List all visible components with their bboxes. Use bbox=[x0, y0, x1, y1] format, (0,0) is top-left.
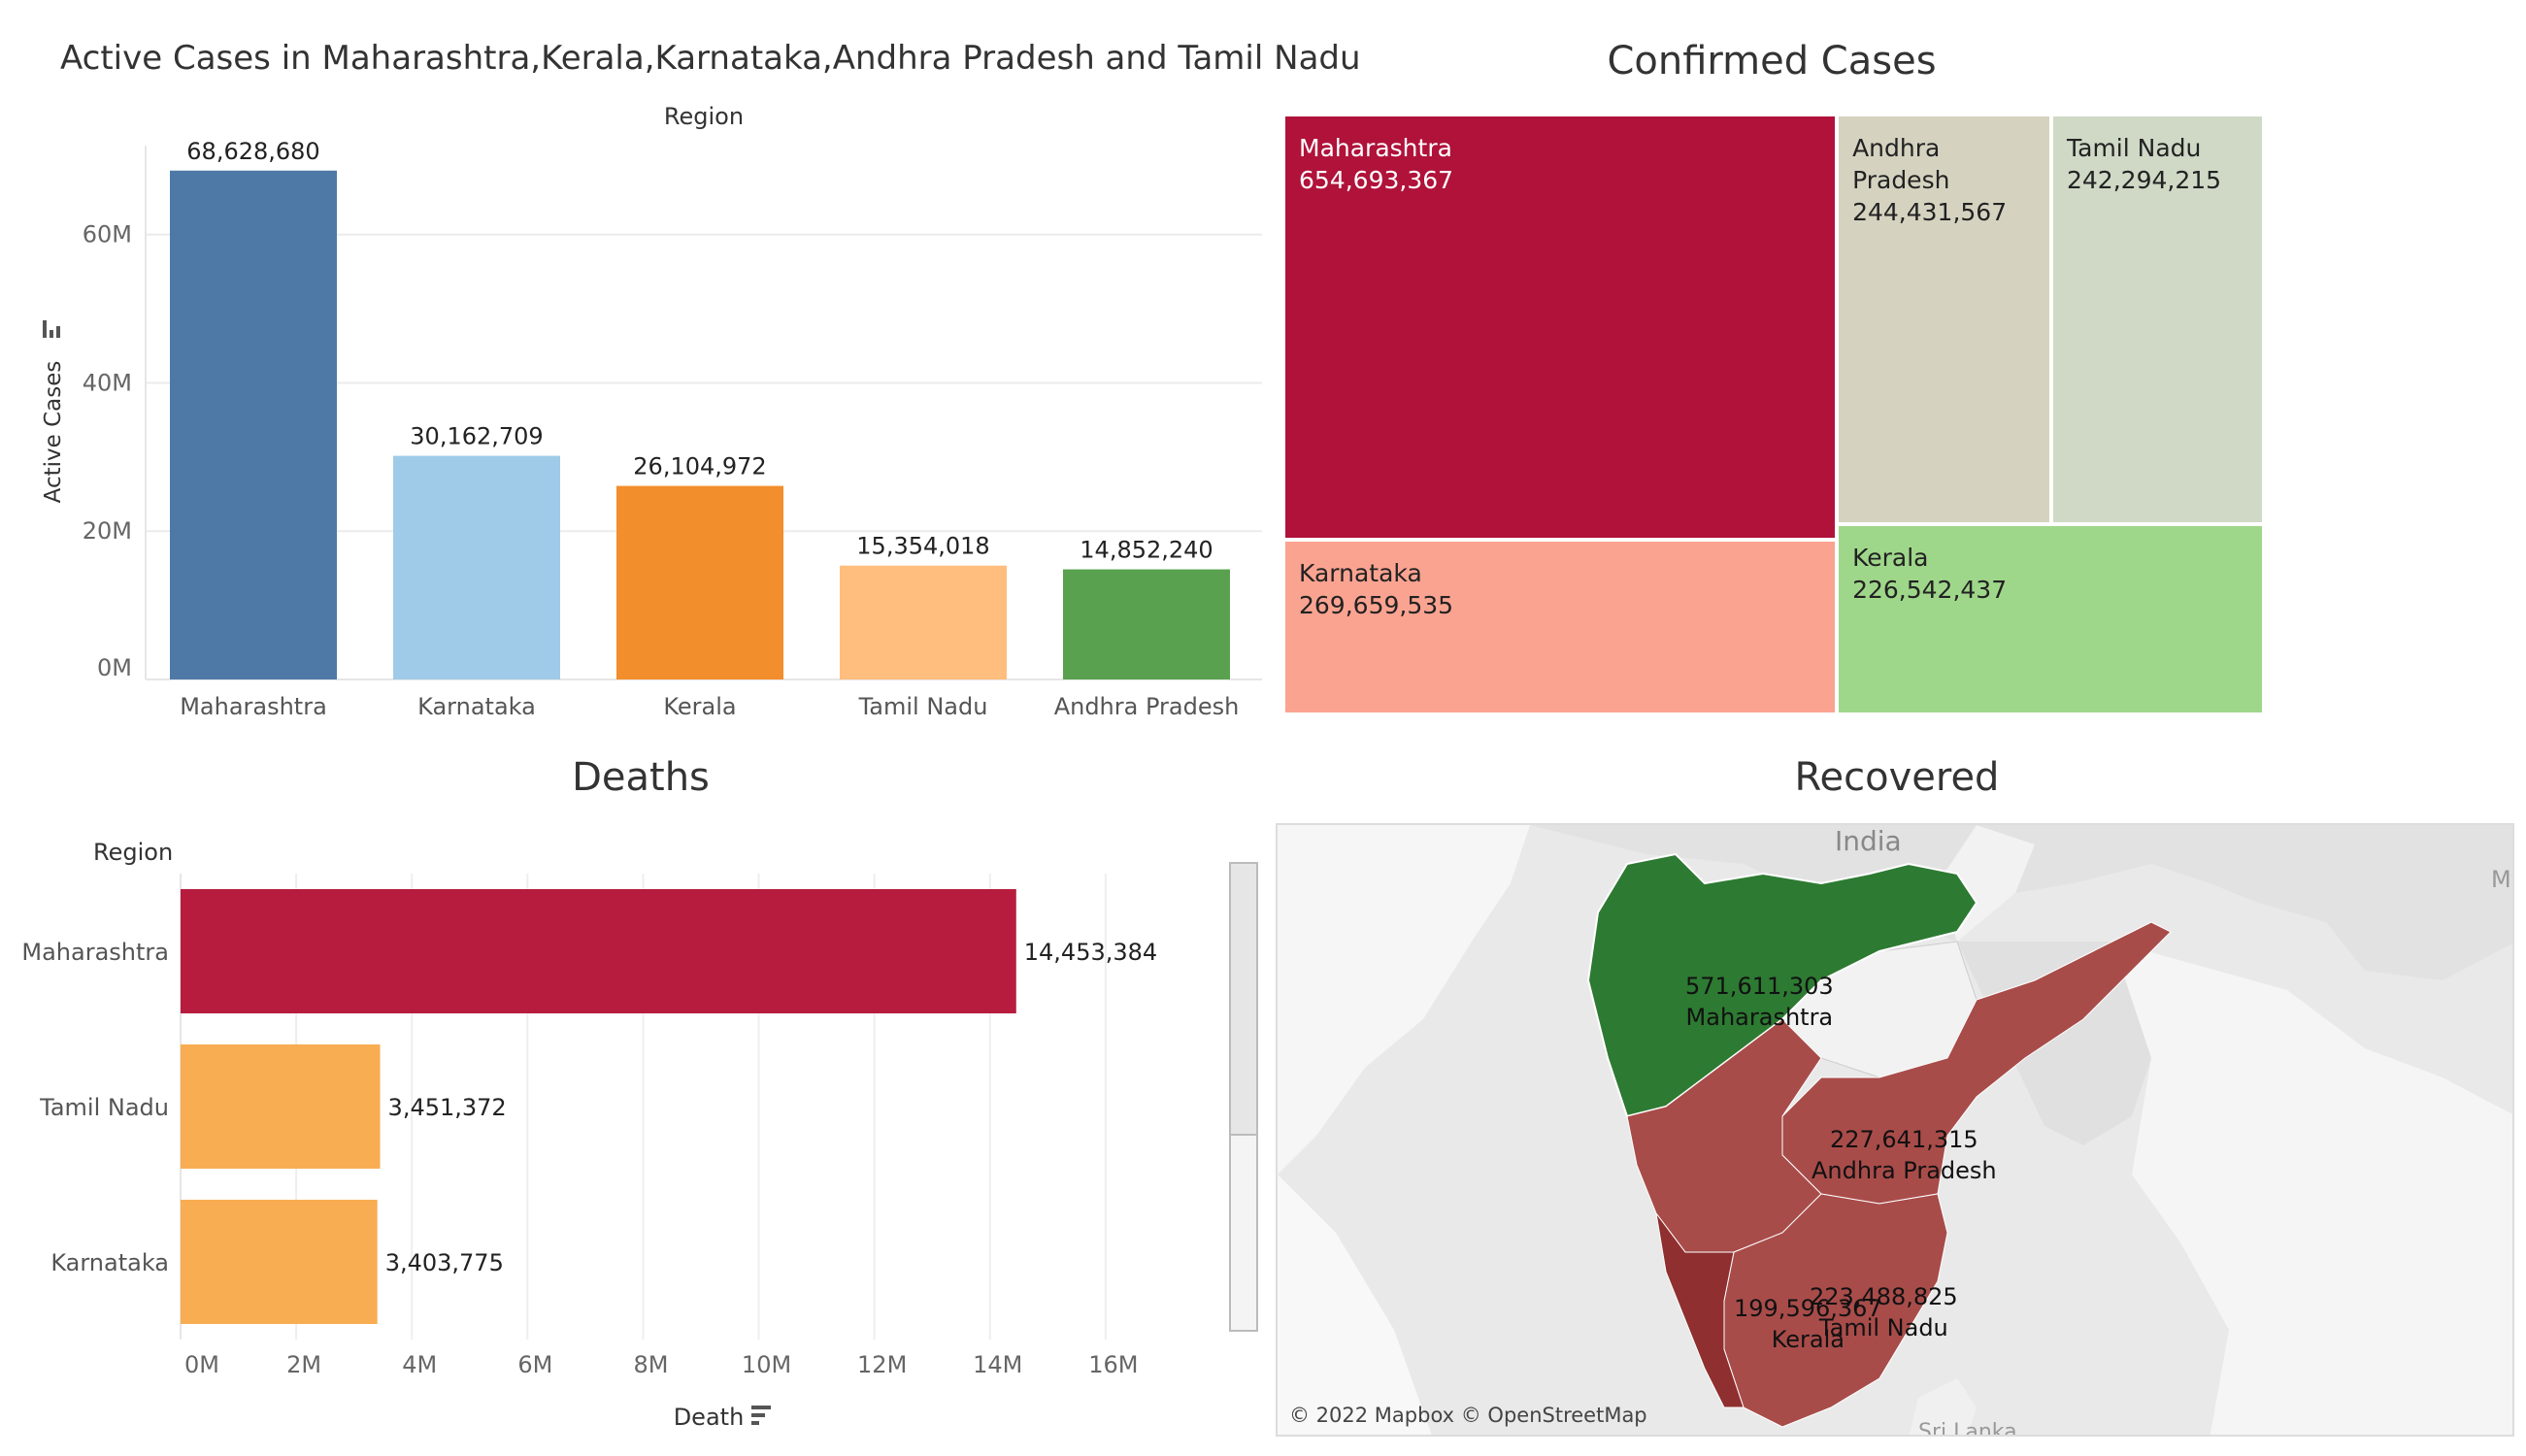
active-sort-icon[interactable] bbox=[43, 320, 60, 338]
treemap-cell-value: 269,659,535 bbox=[1299, 590, 1454, 619]
active-y-axis-label: Active Cases bbox=[41, 361, 66, 504]
active-column-header: Region bbox=[664, 103, 744, 130]
deaths-x-axis-label: Death bbox=[674, 1404, 745, 1431]
recovered-map[interactable]: India My Sri Lanka 571,611,303Maharashtr… bbox=[1276, 823, 2514, 1437]
active-ytick-label: 40M bbox=[83, 369, 132, 396]
deaths-xtick-label: 12M bbox=[857, 1351, 907, 1378]
deaths-bar[interactable] bbox=[181, 1044, 381, 1169]
map-label-kerala: 199,596,367 Kerala bbox=[1734, 1295, 1882, 1353]
deaths-title: Deaths bbox=[572, 755, 710, 800]
map-svg bbox=[1278, 825, 2512, 1435]
treemap-cell-value: 242,294,215 bbox=[2067, 166, 2222, 194]
active-cases-title: Active Cases in Maharashtra,Kerala,Karna… bbox=[60, 39, 1361, 78]
deaths-category-label: Maharashtra bbox=[21, 939, 169, 966]
active-bar[interactable] bbox=[616, 485, 783, 679]
map-region-kerala[interactable] bbox=[1655, 1212, 1745, 1408]
map-region-maharashtra[interactable] bbox=[1586, 852, 1978, 1118]
map-place-my: My bbox=[2491, 866, 2512, 893]
deaths-xtick-label: 10M bbox=[742, 1351, 791, 1378]
treemap-cell-name: Maharashtra bbox=[1299, 134, 1452, 162]
recovered-title: Recovered bbox=[1794, 755, 2000, 800]
deaths-sort-icon[interactable] bbox=[751, 1406, 771, 1425]
treemap-cell-name: Andhra Pradesh bbox=[1852, 134, 1950, 194]
treemap-cell-kerala[interactable]: Kerala 226,542,437 bbox=[1837, 523, 2264, 714]
active-bar-value-label: 14,852,240 bbox=[1080, 537, 1213, 564]
deaths-row-header: Region bbox=[93, 839, 173, 866]
map-label-tamil-nadu: 223,488,825 Tamil Nadu bbox=[1810, 1283, 1958, 1341]
active-bar-value-label: 15,354,018 bbox=[856, 533, 989, 560]
deaths-bar-value-label: 14,453,384 bbox=[1024, 939, 1157, 966]
treemap-cell-andhra-pradesh[interactable]: Andhra Pradesh 244,431,567 bbox=[1837, 115, 2051, 524]
deaths-scrollbar-thumb[interactable] bbox=[1231, 864, 1256, 1136]
treemap-cell-tamil-nadu[interactable]: Tamil Nadu 242,294,215 bbox=[2051, 115, 2264, 524]
active-ytick-label: 0M bbox=[97, 654, 132, 681]
map-label-maharashtra: 571,611,303 Maharashtra bbox=[1685, 973, 1834, 1031]
map-place-india: India bbox=[1835, 825, 1902, 857]
treemap-cell-value: 654,693,367 bbox=[1299, 166, 1454, 194]
deaths-xtick-label: 16M bbox=[1088, 1351, 1138, 1378]
deaths-bar[interactable] bbox=[181, 1200, 378, 1324]
deaths-category-label: Karnataka bbox=[50, 1249, 169, 1276]
deaths-xtick-label: 0M bbox=[184, 1351, 219, 1378]
deaths-scrollbar[interactable] bbox=[1229, 862, 1258, 1332]
treemap-cell-name: Karnataka bbox=[1299, 558, 1422, 587]
map-region-andhra-pradesh[interactable] bbox=[1781, 921, 2172, 1205]
confirmed-cases-title: Confirmed Cases bbox=[1607, 39, 1937, 83]
deaths-bar[interactable] bbox=[181, 889, 1016, 1013]
active-category-label: Tamil Nadu bbox=[858, 693, 988, 720]
deaths-xtick-label: 4M bbox=[402, 1351, 437, 1378]
treemap-cell-name: Kerala bbox=[1852, 543, 1929, 572]
deaths-xtick-label: 6M bbox=[517, 1351, 552, 1378]
map-label-andhra-pradesh: 227,641,315 Andhra Pradesh bbox=[1811, 1126, 1997, 1184]
deaths-category-label: Tamil Nadu bbox=[39, 1094, 169, 1121]
treemap-cell-value: 226,542,437 bbox=[1852, 575, 2008, 604]
active-ytick-label: 20M bbox=[83, 517, 132, 545]
deaths-bar-value-label: 3,403,775 bbox=[385, 1249, 504, 1276]
treemap-cell-maharashtra[interactable]: Maharashtra 654,693,367 bbox=[1283, 115, 1838, 540]
map-place-sri-lanka: Sri Lanka bbox=[1918, 1420, 2017, 1437]
active-bar-value-label: 26,104,972 bbox=[633, 453, 766, 480]
treemap-cell-name: Tamil Nadu bbox=[2067, 134, 2202, 162]
active-bar[interactable] bbox=[393, 455, 560, 679]
active-category-label: Maharashtra bbox=[180, 693, 327, 720]
active-bar[interactable] bbox=[840, 565, 1007, 679]
treemap-cell-value: 244,431,567 bbox=[1852, 198, 2008, 226]
treemap-cell-karnataka[interactable]: Karnataka 269,659,535 bbox=[1283, 539, 1838, 714]
map-attribution[interactable]: © 2022 Mapbox © OpenStreetMap bbox=[1289, 1404, 1647, 1427]
active-cases-chart: Region 0M 20M 40M 60M Active Cases 68,628,680 M… bbox=[41, 103, 1262, 720]
active-category-label: Andhra Pradesh bbox=[1054, 693, 1240, 720]
confirmed-cases-treemap: Maharashtra 654,693,367 Karnataka 269,659,5… bbox=[1283, 115, 2264, 714]
deaths-xtick-label: 14M bbox=[973, 1351, 1022, 1378]
deaths-xtick-label: 8M bbox=[633, 1351, 668, 1378]
active-category-label: Kerala bbox=[663, 693, 736, 720]
deaths-bar-value-label: 3,451,372 bbox=[388, 1094, 507, 1121]
deaths-chart: Region 0M 2M 4M 6M 8M 10M 12M 14M 16M Death 14,453,… bbox=[21, 839, 1157, 1431]
active-bar-value-label: 30,162,709 bbox=[410, 423, 543, 450]
active-ytick-label: 60M bbox=[83, 221, 132, 248]
active-category-label: Karnataka bbox=[417, 693, 536, 720]
deaths-xtick-label: 2M bbox=[286, 1351, 321, 1378]
active-bar[interactable] bbox=[170, 170, 337, 679]
active-bar-value-label: 68,628,680 bbox=[186, 138, 319, 165]
active-bar[interactable] bbox=[1063, 569, 1230, 679]
